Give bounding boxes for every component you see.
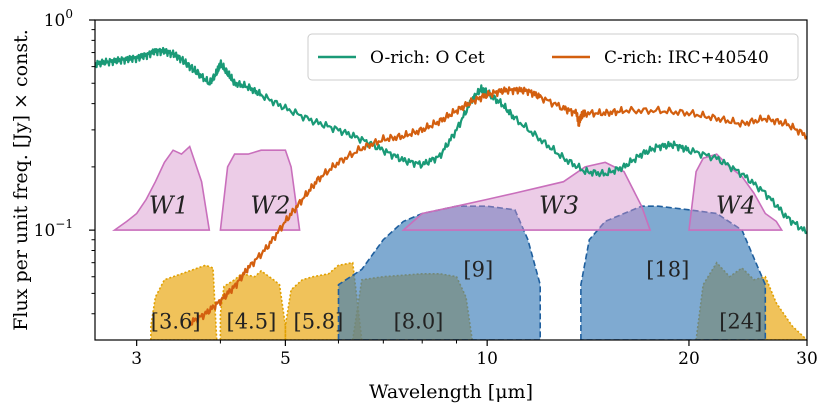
- filter-band-w1: [111, 145, 211, 231]
- spectra-series: [95, 46, 807, 326]
- band-label-w4: W4: [716, 192, 756, 220]
- filter-band-w3: [401, 161, 652, 231]
- x-tick-label-3: 3: [131, 349, 142, 369]
- filter-band-18: [580, 205, 767, 340]
- series-line-c-rich-irc-40540: [188, 86, 807, 326]
- y-tick-exponent: 0: [65, 7, 73, 21]
- band-label-4-5: [4.5]: [227, 310, 277, 334]
- band-label-w3: W3: [539, 192, 579, 220]
- band-label-24: [24]: [719, 310, 762, 334]
- filter-band-w4: [688, 153, 784, 231]
- x-axis-title: Wavelength [μm]: [369, 381, 533, 403]
- x-tick-label-10: 10: [476, 349, 498, 369]
- legend-label-o-rich: O-rich: O Cet: [370, 48, 485, 68]
- filter-band-3-6: [150, 264, 218, 340]
- filter-bands: [111, 145, 807, 340]
- band-label-9: [9]: [463, 258, 493, 282]
- filter-band-w2: [219, 149, 301, 231]
- legend-label-c-rich: C-rich: IRC+40540: [604, 48, 769, 68]
- x-tick-label-30: 30: [796, 349, 818, 369]
- band-label-5-8: [5.8]: [294, 310, 344, 334]
- band-label-8-0: [8.0]: [394, 310, 444, 334]
- band-labels: W1 W2 W3 W4 [9] [18] [3.6] [4.5] [5.8] [8.0] [24]: [149, 192, 763, 334]
- plot-frame: [94, 19, 808, 341]
- x-tick-label-20: 20: [678, 349, 700, 369]
- band-label-3-6: [3.6]: [151, 310, 201, 334]
- band-label-w2: W2: [250, 192, 290, 220]
- band-label-w1: W1: [149, 192, 189, 220]
- x-tick-label-5: 5: [280, 349, 291, 369]
- y-tick-exponent: −1: [55, 217, 73, 231]
- series-line-o-rich-o-cet: [95, 46, 807, 235]
- band-label-18: [18]: [646, 258, 689, 282]
- legend: O-rich: O Cet C-rich: IRC+40540: [307, 33, 799, 81]
- y-axis-title: Flux per unit freq. [Jy] × const.: [10, 29, 32, 331]
